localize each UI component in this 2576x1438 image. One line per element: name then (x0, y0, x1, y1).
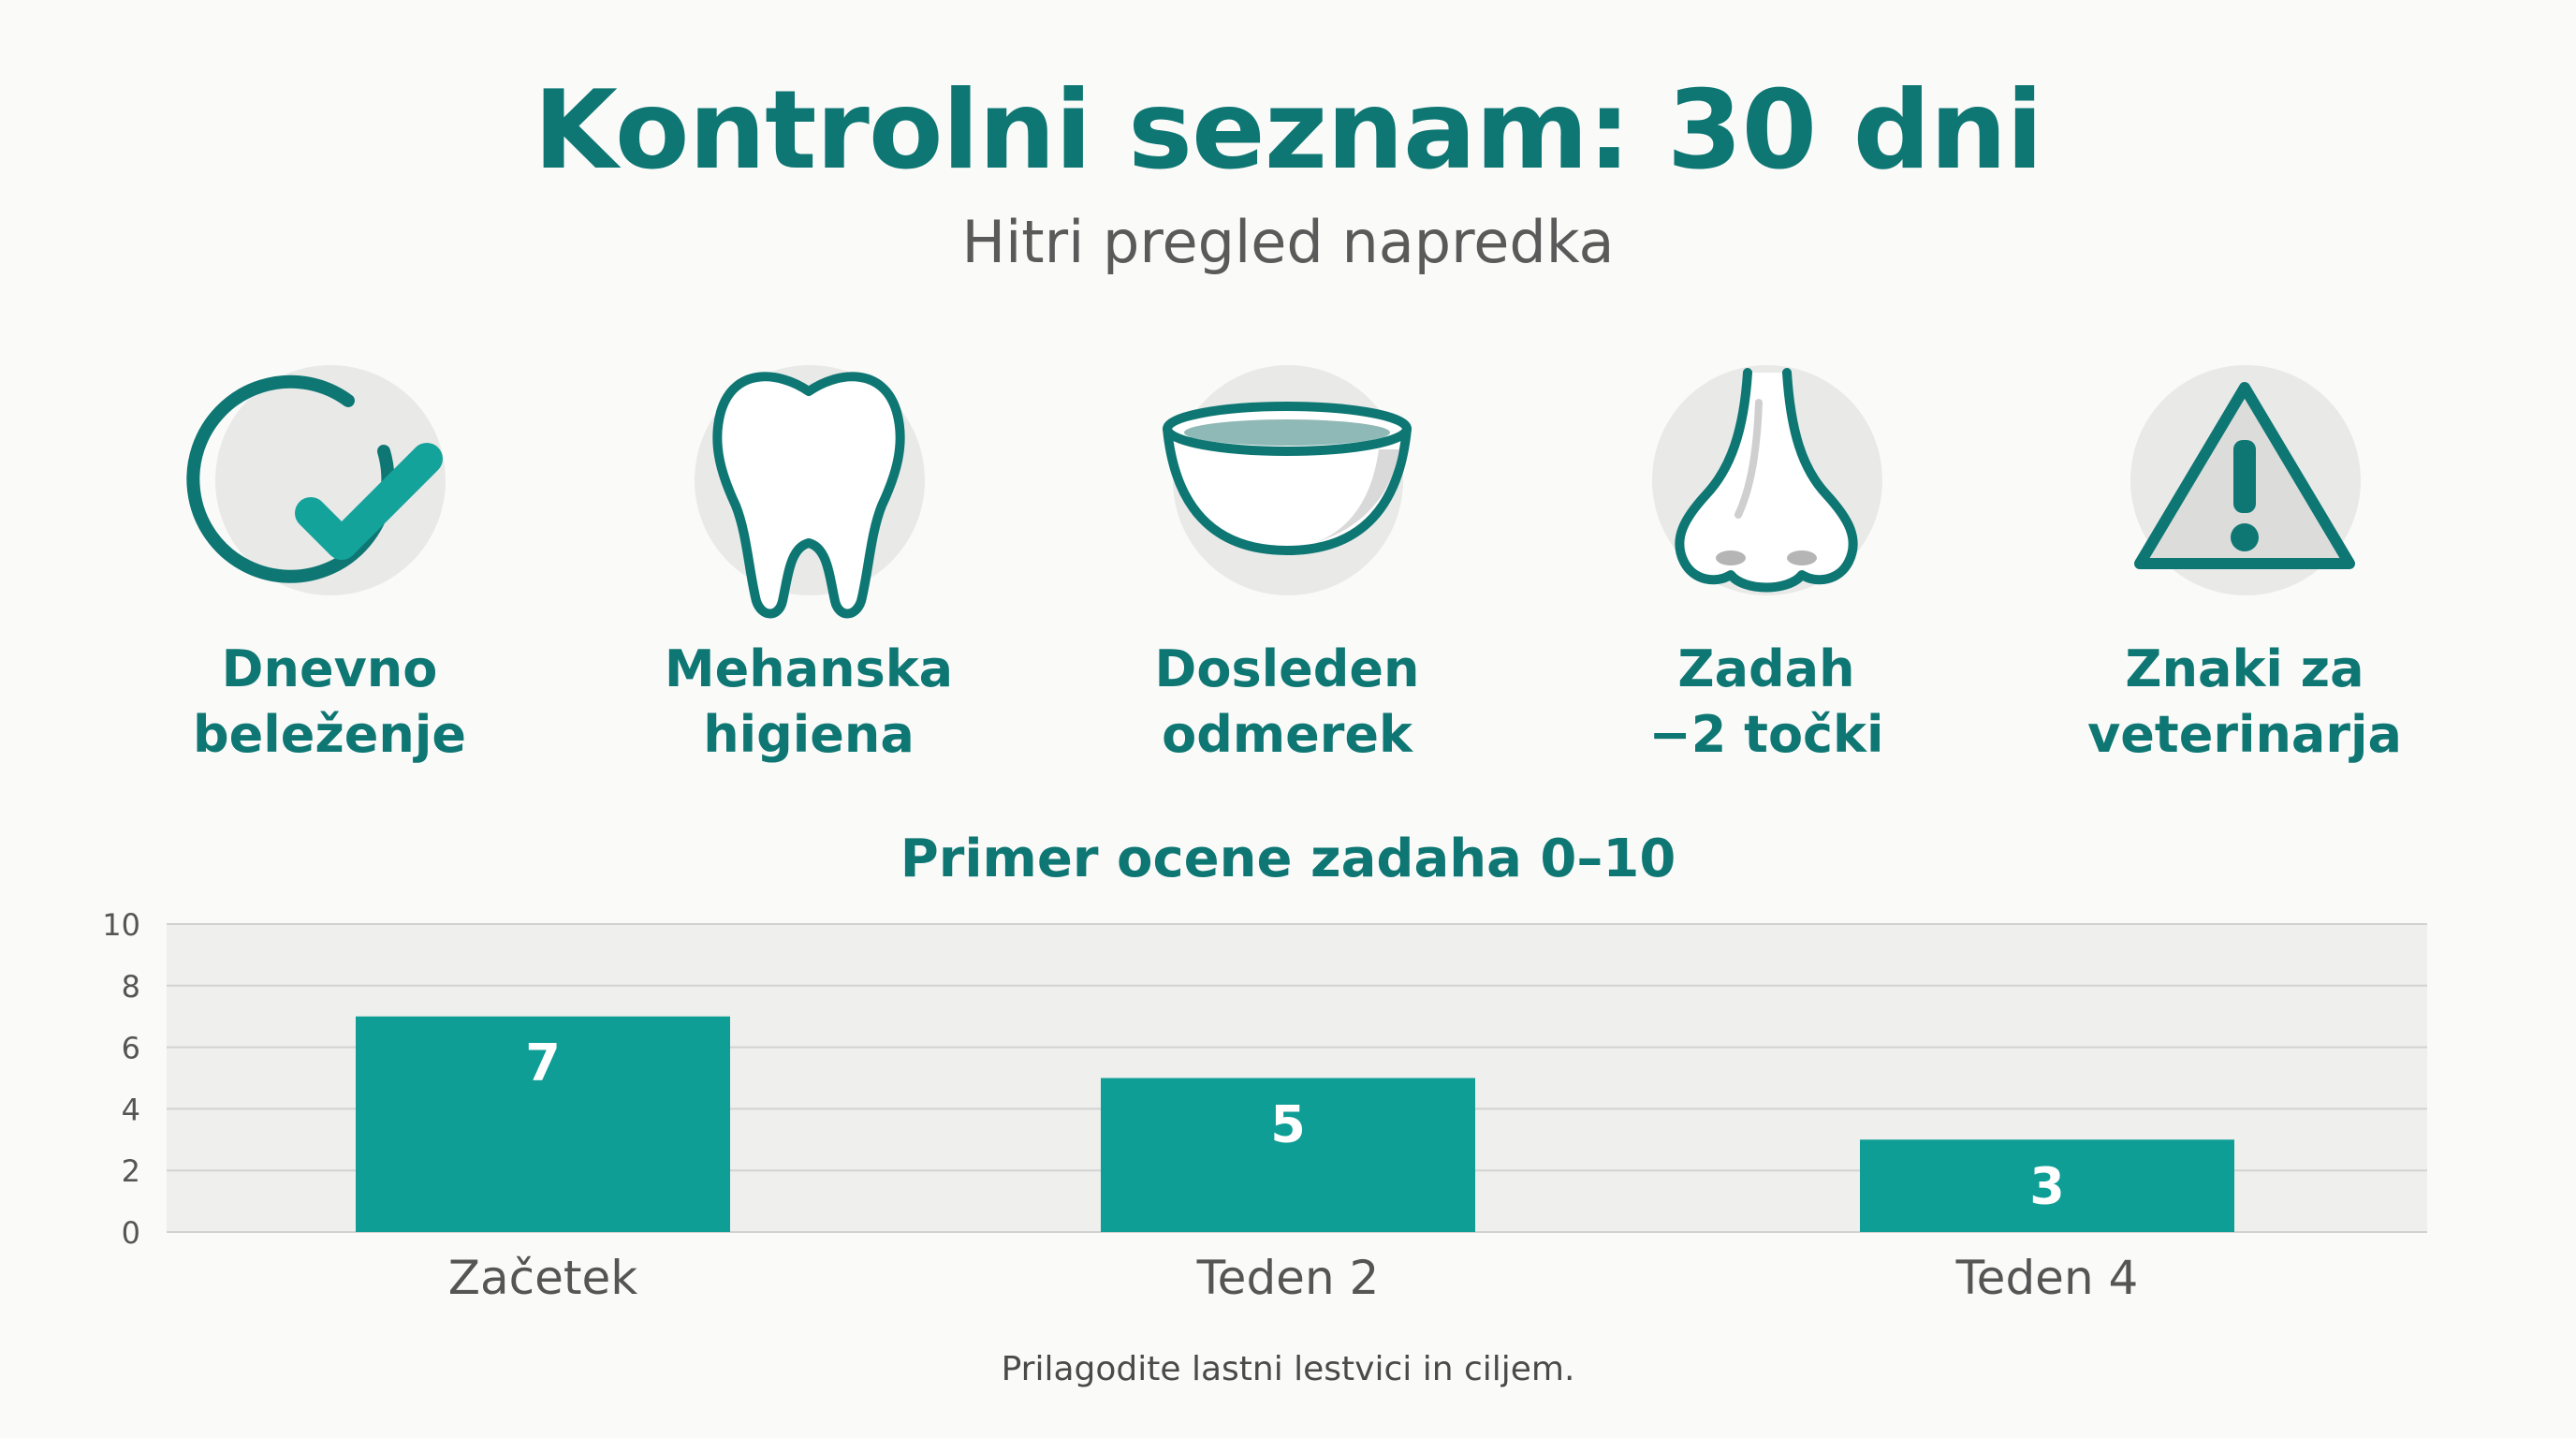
bar (1101, 1078, 1475, 1232)
y-tick-label: 4 (122, 1092, 140, 1127)
y-tick-label: 0 (122, 1215, 140, 1251)
y-tick-label: 8 (122, 969, 140, 1005)
page-title: Kontrolni seznam: 30 dni (534, 67, 2043, 194)
warning-triangle-icon (2134, 382, 2355, 569)
plot-area: 0 2 4 6 8 10 7 Začetek 5 Teden 2 3 Teden 4 (102, 907, 2427, 1305)
x-tick-label: Začetek (448, 1251, 638, 1305)
y-tick-label: 10 (102, 907, 140, 943)
footnote: Prilagodite lastni lestvici in ciljem. (1001, 1350, 1575, 1388)
checkmark-circle-icon (186, 374, 443, 583)
bar (1860, 1139, 2234, 1232)
tooth-icon (712, 372, 905, 619)
bar-data-label: 3 (2029, 1156, 2065, 1215)
checklist-label: Dnevno beleženje (192, 639, 467, 764)
breath-score-bar-chart: 0 2 4 6 8 10 7 Začetek 5 Teden 2 3 Teden 4 (102, 907, 2427, 1305)
checklist-label: Znaki za veterinarja (2087, 639, 2402, 764)
bar-data-label: 7 (525, 1034, 561, 1093)
chart-title: Primer ocene zadaha 0–10 (900, 829, 1676, 889)
nose-icon (1675, 368, 1858, 593)
checklist-label: Zadah −2 točki (1648, 639, 1884, 764)
checklist-label: Dosleden odmerek (1154, 639, 1420, 764)
y-tick-label: 2 (122, 1153, 140, 1189)
x-tick-label: Teden 4 (1955, 1251, 2139, 1305)
bar (356, 1016, 730, 1232)
bar-data-label: 5 (1270, 1095, 1306, 1154)
bowl-icon (1163, 402, 1412, 555)
x-tick-label: Teden 2 (1196, 1251, 1380, 1305)
checklist-row: Dnevno beleženje Mehanska higiena Dosled… (0, 365, 2576, 796)
page-subtitle: Hitri pregled napredka (961, 208, 1615, 276)
checklist-label: Mehanska higiena (664, 639, 954, 764)
y-tick-label: 6 (122, 1031, 140, 1066)
